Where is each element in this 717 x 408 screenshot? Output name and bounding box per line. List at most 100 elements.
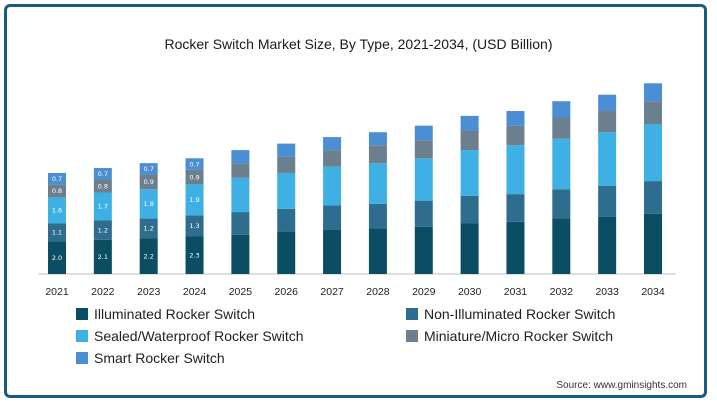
bar-segment-2030-series-2 — [460, 195, 479, 224]
x-tick-label-2027: 2027 — [320, 286, 344, 298]
bar-segment-2022-series-3 — [93, 192, 112, 221]
legend-item-3: Sealed/Waterproof Rocker Switch — [76, 326, 406, 345]
data-label-2024-series-4: 0.9 — [189, 173, 199, 181]
bar-segment-2033-series-5 — [598, 94, 617, 111]
x-tick-label-2021: 2021 — [45, 286, 69, 298]
bar-segment-2023-series-4 — [139, 174, 158, 190]
data-label-2022-series-2: 1.2 — [98, 226, 108, 234]
bar-segment-2033-series-1 — [598, 216, 617, 274]
bar-segment-2033-series-4 — [598, 111, 617, 133]
data-label-2022-series-4: 0.8 — [98, 182, 108, 190]
x-tick-label-2030: 2030 — [458, 286, 482, 298]
bar-segment-2028-series-4 — [368, 145, 387, 164]
bar-segment-2025-series-4 — [231, 163, 250, 178]
bar-segment-2029-series-1 — [414, 226, 433, 274]
data-label-2024-series-1: 2.3 — [189, 252, 199, 260]
x-tick-label-2025: 2025 — [229, 286, 253, 298]
bar-segment-2033-series-3 — [598, 132, 617, 186]
bar-segment-2021-series-5 — [48, 172, 66, 185]
data-label-2023-series-2: 1.2 — [144, 225, 154, 233]
bar-segment-2024-series-4 — [185, 169, 204, 185]
legend-swatch — [76, 329, 88, 342]
bar-segment-2021-series-4 — [48, 184, 66, 198]
data-label-2021-series-3: 1.6 — [52, 207, 62, 215]
data-label-2023-series-5: 0.7 — [144, 165, 154, 173]
bar-segment-2026-series-2 — [277, 208, 296, 232]
legend-item-2: Non-Illuminated Rocker Switch — [406, 304, 666, 323]
data-label-2024-series-3: 1.9 — [189, 196, 199, 204]
x-tick-label-2031: 2031 — [504, 286, 528, 298]
bar-segment-2021-series-2 — [48, 223, 66, 242]
x-tick-label-2026: 2026 — [275, 286, 299, 298]
x-tick-label-2033: 2033 — [595, 286, 619, 298]
bar-segment-2023-series-2 — [139, 218, 158, 239]
x-tick-label-2022: 2022 — [91, 286, 115, 298]
data-label-2024-series-5: 0.7 — [189, 160, 199, 168]
data-label-2021-series-1: 2.0 — [52, 254, 62, 262]
legend-item-4: Miniature/Micro Rocker Switch — [406, 326, 666, 345]
bar-segment-2032-series-5 — [552, 101, 571, 118]
bar-segment-2034-series-4 — [644, 101, 662, 125]
bar-segment-2031-series-3 — [506, 145, 525, 195]
bar-segment-2029-series-2 — [414, 200, 433, 227]
data-label-2022-series-3: 1.7 — [98, 203, 108, 211]
legend-label: Miniature/Micro Rocker Switch — [424, 327, 614, 344]
bar-segment-2032-series-3 — [552, 138, 571, 190]
bar-segment-2030-series-3 — [460, 150, 479, 196]
bar-segment-2021-series-3 — [48, 197, 66, 224]
bar-segment-2026-series-3 — [277, 172, 296, 209]
bar-segment-2022-series-4 — [93, 179, 112, 193]
data-label-2022-series-5: 0.7 — [98, 170, 108, 178]
bar-segment-2034-series-1 — [644, 213, 662, 274]
bar-segment-2022-series-2 — [93, 220, 112, 240]
bar-segment-2031-series-2 — [506, 194, 525, 222]
bar-segment-2025-series-5 — [231, 150, 250, 164]
legend-label: Non-Illuminated Rocker Switch — [424, 305, 616, 322]
bar-segment-2025-series-2 — [231, 212, 250, 235]
bar-segment-2032-series-2 — [552, 189, 571, 219]
bar-segment-2023-series-1 — [139, 238, 158, 274]
bar-segment-2028-series-1 — [368, 228, 387, 274]
x-tick-label-2032: 2032 — [550, 286, 574, 298]
bar-segment-2021-series-1 — [48, 241, 66, 274]
legend-label: Illuminated Rocker Switch — [94, 305, 256, 322]
x-tick-label-2024: 2024 — [183, 286, 207, 298]
bar-segment-2023-series-5 — [139, 163, 158, 175]
bar-segment-2034-series-2 — [644, 181, 662, 214]
legend-item-5: Smart Rocker Switch — [76, 348, 406, 367]
bar-segment-2024-series-5 — [185, 158, 204, 170]
bar-segment-2027-series-4 — [323, 150, 342, 167]
bar-segment-2033-series-2 — [598, 185, 617, 217]
bar-segment-2032-series-1 — [552, 218, 571, 274]
bar-segment-2027-series-3 — [323, 166, 342, 206]
bar-segment-2024-series-1 — [185, 236, 204, 274]
data-label-2024-series-2: 1.3 — [189, 222, 199, 230]
legend-label: Smart Rocker Switch — [94, 349, 225, 366]
bar-segment-2030-series-1 — [460, 223, 479, 274]
x-tick-label-2029: 2029 — [412, 286, 436, 298]
data-label-2023-series-4: 0.9 — [144, 178, 154, 186]
bar-segment-2030-series-4 — [460, 130, 479, 151]
bar-segment-2025-series-3 — [231, 177, 250, 213]
source-note: Source: www.gminsights.com — [556, 380, 687, 391]
x-tick-label-2028: 2028 — [366, 286, 390, 298]
data-label-2022-series-1: 2.1 — [98, 253, 108, 261]
bar-segment-2028-series-5 — [368, 132, 387, 146]
chart-title: Rocker Switch Market Size, By Type, 2021… — [164, 36, 553, 52]
bar-segment-2025-series-1 — [231, 234, 250, 274]
legend-swatch — [76, 351, 88, 364]
legend-swatch — [76, 307, 88, 320]
bar-segment-2028-series-2 — [368, 203, 387, 229]
x-tick-label-2023: 2023 — [137, 286, 161, 298]
bar-segment-2034-series-5 — [644, 83, 662, 102]
bar-segment-2022-series-5 — [93, 168, 112, 180]
bar-segment-2029-series-3 — [414, 158, 433, 201]
bar-segment-2029-series-5 — [414, 125, 433, 141]
bar-segment-2026-series-5 — [277, 143, 296, 157]
x-tick-label-2034: 2034 — [641, 286, 665, 298]
bar-segment-2026-series-4 — [277, 156, 296, 173]
bar-segment-2031-series-5 — [506, 111, 525, 126]
bar-segment-2029-series-4 — [414, 140, 433, 159]
legend-item-1: Illuminated Rocker Switch — [76, 304, 406, 323]
